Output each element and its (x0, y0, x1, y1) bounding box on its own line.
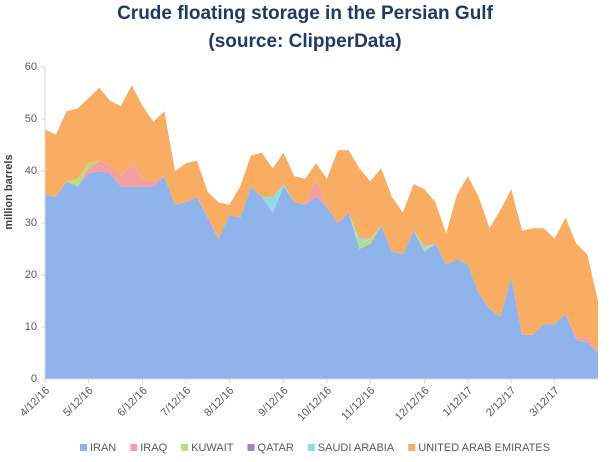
x-tick-label: 12/12/16 (393, 385, 432, 424)
y-tick-label: 10 (25, 321, 37, 333)
legend: IRAN IRAQ KUWAIT QATAR SAUDI ARABIA UNITED AR… (79, 442, 550, 454)
legend-swatch (79, 444, 87, 451)
y-tick-label: 30 (25, 217, 37, 229)
x-tick-label: 5/12/16 (61, 385, 95, 419)
x-tick-label: 9/12/16 (256, 385, 290, 419)
x-tick-label: 1/12/17 (441, 385, 475, 419)
x-tick-label: 4/12/16 (18, 385, 52, 419)
legend-swatch (181, 444, 189, 451)
y-tick-label: 20 (25, 269, 37, 281)
y-tick-label: 60 (25, 61, 37, 73)
legend-label: IRAN (90, 442, 116, 454)
y-axis-label: million barrels (3, 154, 15, 229)
area (45, 171, 598, 379)
area (45, 85, 598, 351)
chart-subtitle: (source: ClipperData) (208, 31, 401, 52)
x-tick-label: 10/12/16 (295, 385, 334, 424)
legend-swatch (247, 444, 255, 451)
y-tick-label: 40 (25, 165, 37, 177)
x-tick-label: 3/12/17 (527, 385, 561, 419)
legend-label: QATAR (258, 442, 294, 454)
area (45, 160, 598, 353)
legend-swatch (130, 444, 138, 451)
legend-swatch (408, 444, 416, 451)
x-tick-label: 11/12/16 (339, 385, 377, 423)
x-tick-label: 6/12/16 (115, 385, 149, 419)
y-tick-label: 50 (25, 113, 37, 125)
legend-label: IRAQ (140, 442, 167, 454)
x-tick-label: 8/12/16 (202, 385, 236, 419)
legend-label: SAUDI ARABIA (318, 442, 395, 454)
legend-label: KUWAIT (191, 442, 234, 454)
chart-title: Crude floating storage in the Persian Gu… (117, 3, 493, 24)
x-tick-label: 7/12/16 (159, 385, 193, 419)
y-tick-label: 0 (31, 373, 37, 385)
x-tick-label: 2/12/17 (484, 385, 518, 419)
legend-label: UNITED ARAB EMIRATES (418, 442, 550, 454)
legend-swatch (307, 444, 315, 451)
